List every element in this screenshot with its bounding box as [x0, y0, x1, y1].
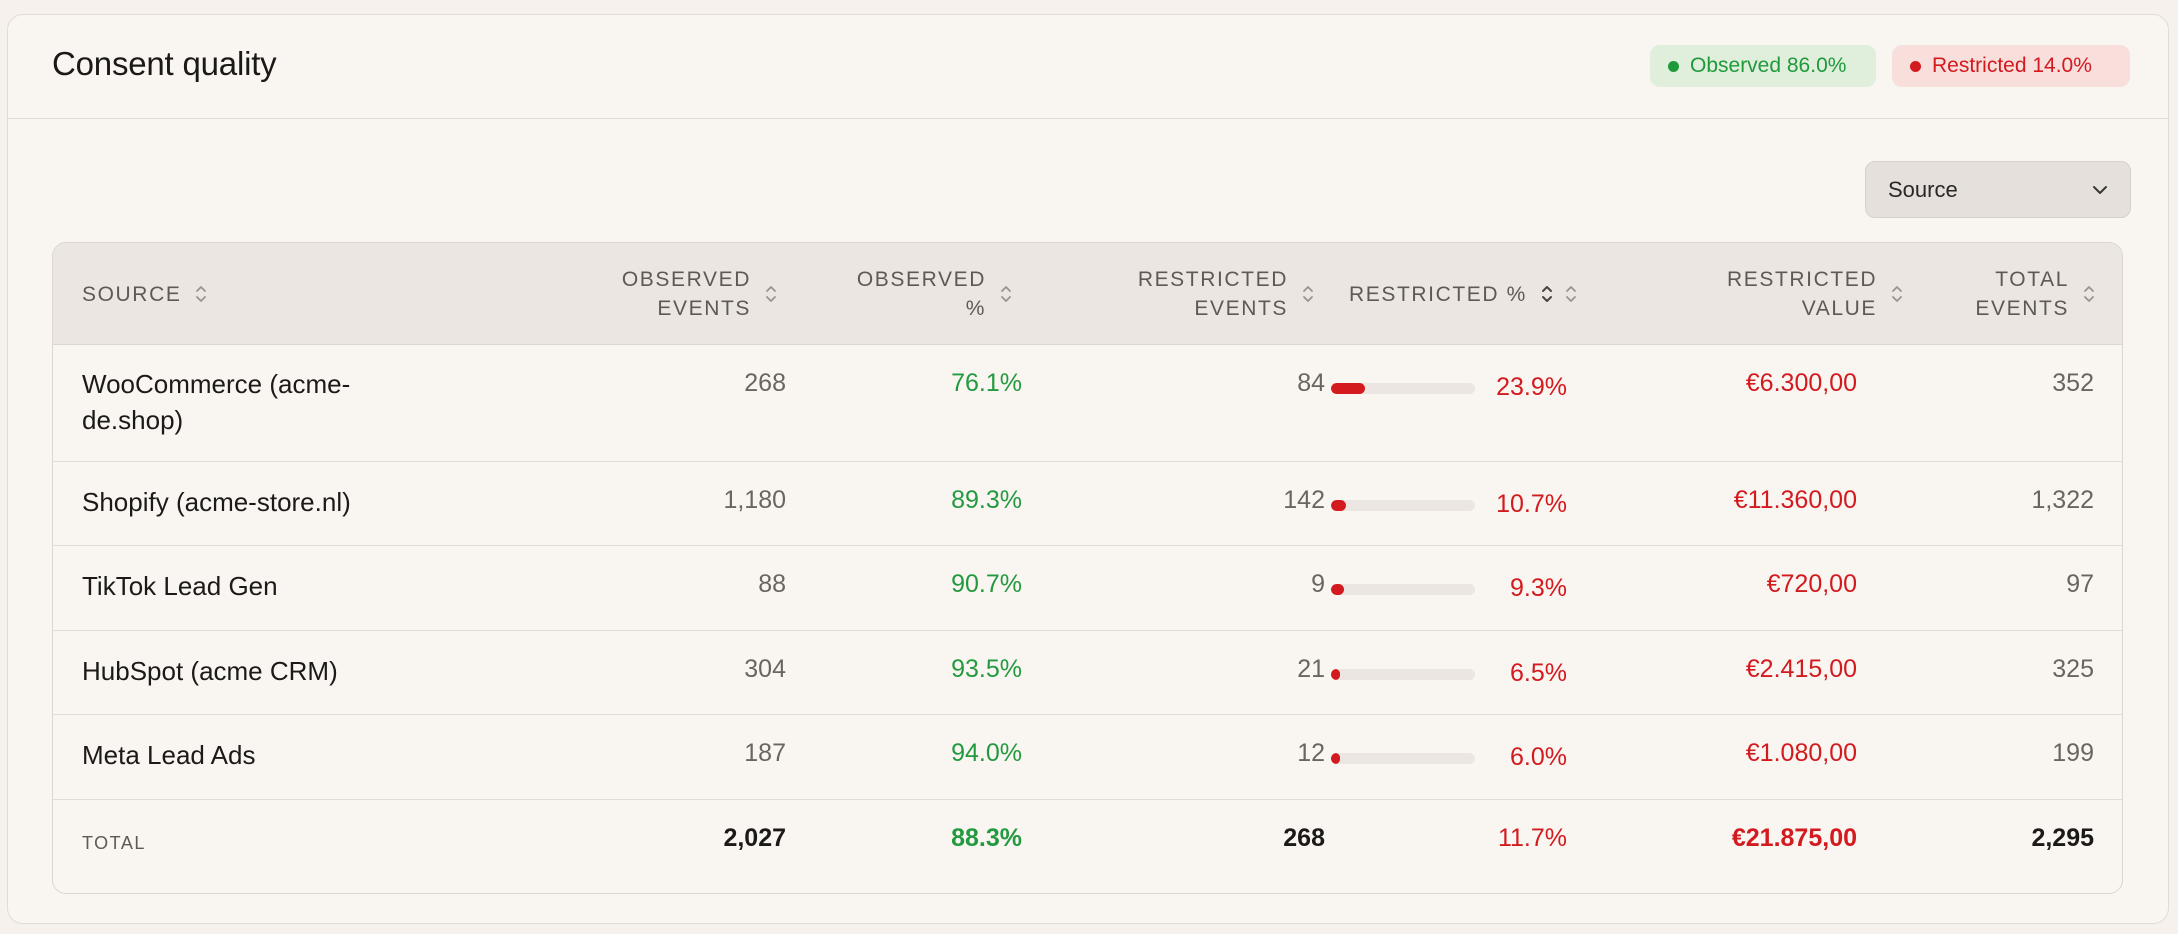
restricted-pct-bar: [1331, 753, 1475, 764]
observed-pct-cell: 93.5%: [951, 655, 1022, 683]
observed-events-cell: 88: [758, 570, 786, 598]
total-restricted-pct: 11.7%: [1497, 824, 1567, 852]
total-row: TOTAL 2,027 88.3% 268 11.7% €21.875,00 2…: [53, 800, 2122, 893]
restricted-pct-bar: [1331, 500, 1475, 511]
total-restricted-events: 268: [1283, 824, 1325, 852]
restricted-events-cell: 21: [1297, 655, 1325, 683]
table-row[interactable]: Shopify (acme-store.nl) 1,180 89.3% 142 …: [53, 462, 2122, 546]
restricted-badge: Restricted 14.0%: [1892, 45, 2130, 87]
sort-icon: [1303, 286, 1313, 302]
restricted-value-cell: €1.080,00: [1745, 739, 1857, 767]
restricted-events-cell: 12: [1297, 739, 1325, 767]
restricted-value-cell: €2.415,00: [1745, 655, 1857, 683]
card-header: Consent quality Observed 86.0% Restricte…: [8, 15, 2168, 119]
table-row[interactable]: Meta Lead Ads 187 94.0% 12 6.0% €1.080,0…: [53, 715, 2122, 800]
observed-events-cell: 187: [744, 739, 786, 767]
total-events-cell: 199: [2052, 739, 2094, 767]
total-observed-pct: 88.3%: [951, 824, 1022, 852]
card-title: Consent quality: [52, 45, 277, 82]
observed-badge-label: Observed 86.0%: [1690, 54, 1847, 77]
restricted-badge-label: Restricted 14.0%: [1932, 54, 2092, 77]
observed-pct-cell: 94.0%: [951, 739, 1022, 767]
source-cell: Shopify (acme-store.nl): [82, 487, 351, 517]
source-cell: WooCommerce (acme-de.shop): [82, 369, 351, 435]
restricted-pct-cell: 10.7%: [1496, 490, 1567, 518]
column-header-restricted-events[interactable]: RESTRICTED EVENTS: [1083, 243, 1316, 345]
restricted-pct-bar: [1331, 669, 1475, 680]
sort-icon: [2084, 286, 2094, 302]
observed-pct-cell: 90.7%: [951, 570, 1022, 598]
table-header: SOURCE OBSERVED EVENTS OBSERVED % RESTRI…: [53, 243, 2122, 345]
consent-quality-card: Consent quality Observed 86.0% Restricte…: [7, 14, 2169, 924]
table-row[interactable]: WooCommerce (acme-de.shop) 268 76.1% 84 …: [53, 345, 2122, 462]
total-events-cell: 325: [2052, 655, 2094, 683]
restricted-value-cell: €11.360,00: [1733, 486, 1857, 514]
restricted-pct-bar-fill: [1331, 383, 1366, 394]
restricted-pct-cell: 6.0%: [1510, 743, 1567, 771]
source-cell: Meta Lead Ads: [82, 740, 256, 770]
source-cell: TikTok Lead Gen: [82, 571, 278, 601]
column-header-observed-events[interactable]: OBSERVED EVENTS: [533, 243, 779, 345]
restricted-pct-bar: [1331, 584, 1475, 595]
total-events-cell: 97: [2066, 570, 2094, 598]
restricted-pct-bar-fill: [1331, 669, 1341, 680]
observed-events-cell: 268: [744, 369, 786, 397]
restricted-events-cell: 142: [1283, 486, 1325, 514]
observed-pct-cell: 76.1%: [951, 369, 1022, 397]
sort-icon: [1565, 286, 1576, 302]
column-header-restricted-pct[interactable]: RESTRICTED %: [1349, 243, 1579, 345]
column-header-restricted-value[interactable]: RESTRICTED VALUE: [1653, 243, 1905, 345]
total-label: TOTAL: [82, 833, 146, 853]
column-header-source[interactable]: SOURCE: [82, 243, 209, 345]
restricted-pct-cell: 9.3%: [1510, 574, 1567, 602]
sort-active-icon: [1541, 286, 1552, 302]
observed-pct-cell: 89.3%: [951, 486, 1022, 514]
restricted-pct-bar-fill: [1331, 584, 1345, 595]
sort-icon: [766, 286, 776, 302]
source-cell: HubSpot (acme CRM): [82, 656, 338, 686]
total-observed-events: 2,027: [723, 824, 786, 852]
restricted-events-cell: 84: [1297, 369, 1325, 397]
sort-icon: [196, 286, 207, 302]
total-total-events: 2,295: [2031, 824, 2094, 852]
restricted-value-cell: €720,00: [1766, 570, 1857, 598]
total-events-cell: 1,322: [2031, 486, 2094, 514]
table-row[interactable]: HubSpot (acme CRM) 304 93.5% 21 6.5% €2.…: [53, 631, 2122, 715]
sort-icon: [1892, 286, 1902, 302]
column-header-total-events[interactable]: TOTAL EVENTS: [1953, 243, 2097, 345]
group-by-select[interactable]: Source: [1865, 161, 2131, 218]
observed-badge: Observed 86.0%: [1650, 45, 1876, 87]
total-restricted-value: €21.875,00: [1731, 824, 1857, 852]
restricted-value-cell: €6.300,00: [1745, 369, 1857, 397]
column-header-observed-pct[interactable]: OBSERVED %: [813, 243, 1014, 345]
consent-table: SOURCE OBSERVED EVENTS OBSERVED % RESTRI…: [52, 242, 2123, 894]
restricted-pct-cell: 23.9%: [1496, 373, 1567, 401]
restricted-pct-cell: 6.5%: [1510, 659, 1567, 687]
restricted-pct-bar-fill: [1331, 500, 1347, 511]
group-by-select-value: Source: [1888, 176, 1958, 202]
observed-events-cell: 304: [744, 655, 786, 683]
table-row[interactable]: TikTok Lead Gen 88 90.7% 9 9.3% €720,00 …: [53, 546, 2122, 631]
restricted-pct-bar-fill: [1331, 753, 1340, 764]
observed-events-cell: 1,180: [723, 486, 786, 514]
observed-dot-icon: [1668, 60, 1679, 72]
restricted-dot-icon: [1910, 60, 1921, 72]
restricted-events-cell: 9: [1311, 570, 1325, 598]
sort-icon: [1001, 286, 1011, 302]
chevron-down-icon: [2093, 185, 2107, 194]
restricted-pct-bar: [1331, 383, 1475, 394]
total-events-cell: 352: [2052, 369, 2094, 397]
